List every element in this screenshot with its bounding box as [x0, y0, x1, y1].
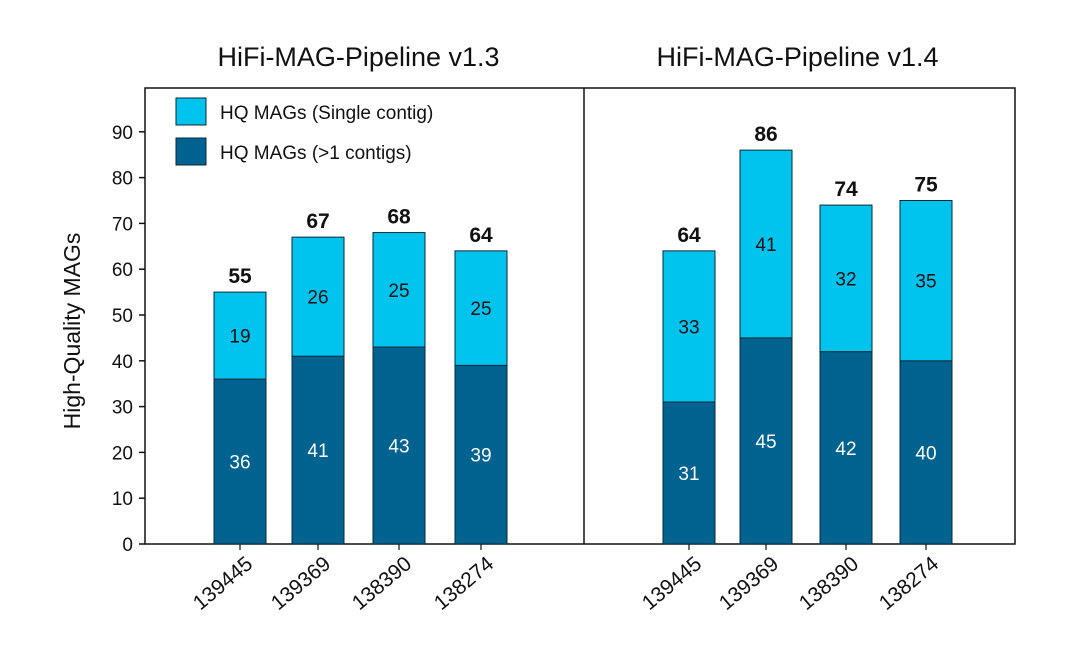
y-tick-label: 60	[112, 260, 133, 281]
panel-title: HiFi-MAG-Pipeline v1.3	[217, 42, 499, 72]
bar-total-label: 64	[469, 224, 493, 247]
bar-segment-single-contig	[454, 250, 508, 366]
bar-total-label: 68	[387, 206, 411, 229]
axes-layer: 0 10 20 30 40 50 60 70 80 90 High-Quality MAGs	[59, 87, 1016, 556]
x-category-label: 139369	[267, 552, 335, 615]
plot-frame	[144, 87, 1016, 545]
y-tick-label: 50	[112, 306, 133, 327]
bar-segment-single-contig	[291, 236, 345, 357]
bar-segment-single-contig	[213, 291, 267, 380]
bar-segment-single-contig	[662, 250, 716, 403]
segment-value-single-contig: 33	[678, 317, 699, 338]
bar-segment-single-contig	[739, 149, 793, 339]
segment-value-multi-contig: 41	[307, 441, 328, 462]
bar-total-label: 64	[677, 224, 701, 247]
y-axis-label: High-Quality MAGs	[59, 233, 85, 430]
x-category-label: 139369	[715, 552, 783, 615]
x-category-label: 138274	[430, 552, 499, 615]
y-tick-label: 0	[122, 535, 133, 556]
bars-layer	[213, 149, 953, 545]
y-tick-label: 20	[112, 443, 133, 464]
segment-value-multi-contig: 45	[755, 432, 776, 453]
segment-value-multi-contig: 40	[915, 443, 936, 464]
legend-swatch	[175, 137, 207, 166]
bar-segment-multi-contig	[213, 378, 267, 545]
y-tick-label: 30	[112, 398, 133, 419]
bar-total-label: 86	[754, 123, 777, 146]
y-tick-label: 80	[112, 169, 133, 190]
bar-segment-single-contig	[819, 204, 873, 353]
bar-total-label: 74	[834, 178, 858, 201]
x-category-label: 138274	[875, 552, 944, 615]
bar-segment-single-contig	[899, 200, 953, 362]
segment-value-single-contig: 41	[755, 235, 776, 256]
legend: HQ MAGs (Single contig) HQ MAGs (>1 conti…	[175, 97, 433, 166]
y-tick-label: 90	[112, 123, 133, 144]
segment-value-multi-contig: 43	[388, 437, 409, 458]
bar-segment-multi-contig	[454, 364, 508, 545]
y-tick-label: 10	[112, 489, 133, 510]
segment-value-multi-contig: 31	[678, 464, 699, 485]
y-tick-label: 70	[112, 214, 133, 235]
legend-swatch	[175, 97, 207, 126]
x-category-label: 138390	[795, 552, 863, 615]
segment-value-single-contig: 25	[470, 299, 491, 320]
bar-segment-multi-contig	[372, 346, 426, 545]
bar-segment-multi-contig	[291, 355, 345, 545]
segment-value-single-contig: 35	[915, 272, 936, 293]
bar-total-label: 55	[228, 265, 252, 288]
segment-value-multi-contig: 39	[470, 446, 491, 467]
legend-label: HQ MAGs (>1 contigs)	[220, 143, 412, 164]
segment-value-single-contig: 32	[835, 269, 856, 290]
bar-segment-single-contig	[372, 232, 426, 348]
x-category-label: 139445	[189, 552, 257, 615]
bar-segment-multi-contig	[739, 337, 793, 545]
x-category-label: 138390	[348, 552, 416, 615]
segment-value-multi-contig: 36	[229, 453, 250, 474]
bar-segment-multi-contig	[819, 351, 873, 545]
panel-title: HiFi-MAG-Pipeline v1.4	[656, 42, 938, 72]
bar-total-label: 75	[914, 174, 938, 197]
segment-value-single-contig: 26	[307, 288, 328, 309]
y-tick-label: 40	[112, 352, 133, 373]
segment-value-single-contig: 19	[229, 327, 250, 348]
x-category-label: 139445	[638, 552, 706, 615]
legend-label: HQ MAGs (Single contig)	[220, 103, 433, 124]
segment-value-multi-contig: 42	[835, 439, 856, 460]
bar-total-label: 67	[306, 210, 329, 233]
bar-segment-multi-contig	[662, 401, 716, 545]
segment-value-single-contig: 25	[388, 281, 409, 302]
